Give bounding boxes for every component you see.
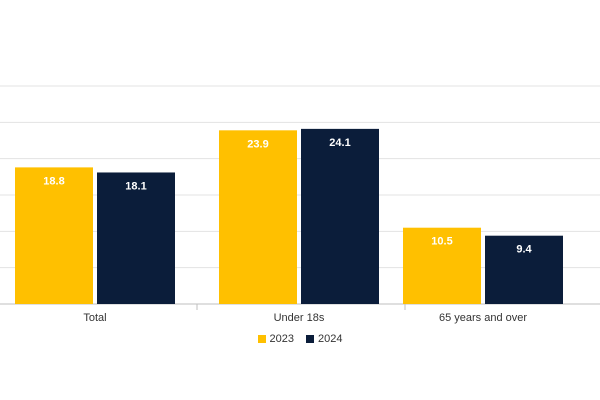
bar-2024-2[interactable] [485,235,563,304]
legend-item-2024[interactable]: 2024 [306,333,342,345]
data-label-2023-0: 18.8 [43,175,64,187]
data-label-2024-0: 18.1 [125,180,146,192]
legend-item-2023[interactable]: 2023 [257,333,294,345]
x-tick-label: Total [83,312,106,324]
legend-label-2024: 2024 [318,333,343,345]
data-label-2024-2: 9.4 [516,244,532,256]
bar-2023-0[interactable] [15,167,93,304]
bars: 18.8 18.1 23.9 24.1 10.5 9.4 [15,128,563,304]
data-label-2024-1: 24.1 [329,137,350,149]
data-label-2023-1: 23.9 [247,138,268,150]
x-tick-label: Under 18s [274,312,325,324]
legend-label-2023: 2023 [269,333,294,345]
x-axis: Total Under 18s 65 years and over [83,304,527,324]
legend: 2023 2024 [0,333,600,345]
bar-2024-1[interactable] [301,128,379,304]
x-tick-label: 65 years and over [439,312,527,324]
bar-2023-1[interactable] [219,130,297,304]
data-label-2023-2: 10.5 [431,236,452,248]
legend-swatch-2023 [257,335,266,343]
bar-2024-0[interactable] [97,172,175,304]
legend-swatch-2024 [306,335,314,343]
bar-2023-2[interactable] [403,227,481,304]
